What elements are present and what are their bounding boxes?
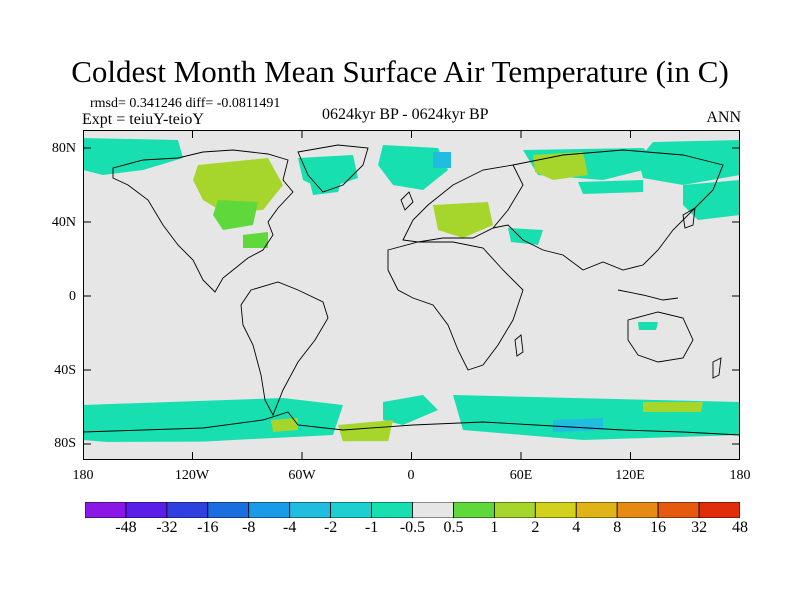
- colorbar-swatch: [412, 502, 454, 518]
- arctic-cyan-west: [83, 138, 183, 175]
- russia-green: [533, 152, 588, 180]
- lat-label-80n: 80N: [51, 141, 76, 156]
- world-map: [83, 130, 740, 460]
- colorbar-label: 32: [691, 519, 708, 536]
- lat-label-80s: 80S: [54, 436, 76, 451]
- colorbar-label: -4: [283, 519, 297, 536]
- colorbar-label: 2: [531, 519, 540, 536]
- arctic-cyan-east: [638, 140, 740, 185]
- japan-coast: [682, 207, 696, 229]
- europe-coast: [402, 164, 524, 243]
- asia-coast: [492, 149, 724, 271]
- antarctic-cyan-mid: [383, 395, 438, 425]
- indonesia-coast: [617, 289, 679, 301]
- experiment-label: Expt = teiuY-teioY: [82, 111, 204, 128]
- colorbar-label: 4: [572, 519, 581, 536]
- antarctic-lime-band: [83, 440, 740, 460]
- colorbar-label: 1: [490, 519, 499, 536]
- colorbar-swatch: [575, 502, 618, 518]
- colorbar-swatch: [248, 502, 291, 518]
- colorbar-label: -32: [156, 519, 178, 536]
- greenland-coast: [297, 144, 369, 193]
- colorbar-label: -48: [115, 519, 137, 536]
- colorbar-swatch: [698, 502, 740, 518]
- lon-label-120e: 120E: [615, 468, 645, 483]
- lon-label-60w: 60W: [288, 468, 316, 483]
- lat-label-40s: 40S: [54, 363, 76, 378]
- lon-label-180w: 180: [72, 468, 94, 483]
- colorbar-label: -16: [197, 519, 219, 536]
- colorbar-label: -1: [364, 519, 379, 536]
- colorbar-swatch: [166, 502, 209, 518]
- colorbar-swatch: [453, 502, 495, 518]
- canada-lime: [213, 200, 258, 230]
- canada-green: [193, 158, 283, 212]
- north-america-coast: [112, 149, 294, 293]
- pacific-cyan: [308, 175, 343, 195]
- australia-cyan: [638, 322, 658, 330]
- colorbar-label: -0.5: [399, 519, 426, 536]
- colorbar-swatch: [330, 502, 372, 518]
- antarctic-teal-patch: [553, 418, 603, 432]
- asia-cyan-band: [578, 180, 643, 194]
- colorbar: [85, 502, 740, 518]
- anomaly-shading: [83, 138, 740, 460]
- antarctic-cyan-west: [83, 398, 343, 445]
- stats-text: rmsd= 0.341246 diff= -0.0811491: [90, 96, 281, 111]
- lat-label-0: 0: [69, 289, 76, 304]
- asia-cyan-band-2: [683, 180, 740, 220]
- colorbar-label: 16: [650, 519, 667, 536]
- australia-coast: [627, 311, 694, 363]
- colorbar-swatch: [371, 502, 413, 518]
- map-ticks: [83, 130, 740, 460]
- coastlines: [83, 144, 740, 436]
- antarctica-coast: [83, 411, 740, 436]
- colorbar-label: 0.5: [443, 519, 464, 536]
- colorbar-swatch: [289, 502, 332, 518]
- season-label: ANN: [706, 109, 741, 126]
- madagascar-coast: [514, 334, 524, 357]
- africa-coast: [387, 241, 524, 371]
- colorbar-label: -2: [323, 519, 338, 536]
- colorbar-swatch: [207, 502, 250, 518]
- antarctic-green-3: [643, 402, 703, 412]
- mideast-cyan: [508, 228, 543, 245]
- lon-label-180e: 180: [729, 468, 751, 483]
- north-atlantic-teal: [433, 152, 451, 168]
- colorbar-swatch: [616, 502, 659, 518]
- us-east-lime: [243, 232, 268, 248]
- south-america-coast: [240, 281, 329, 417]
- lon-label-60e: 60E: [509, 468, 533, 483]
- lon-label-120w: 120W: [174, 468, 210, 483]
- colorbar-label: 48: [732, 519, 748, 536]
- colorbar-label: -8: [242, 519, 256, 536]
- new-zealand-coast: [712, 357, 722, 379]
- period-label: 0624kyr BP - 0624kyr BP: [322, 106, 489, 123]
- colorbar-swatch: [125, 502, 168, 518]
- europe-cyan: [378, 145, 448, 190]
- uk-coast: [400, 191, 414, 211]
- colorbar-swatch: [85, 502, 127, 518]
- lon-label-0: 0: [407, 468, 415, 483]
- lat-label-40n: 40N: [51, 215, 76, 230]
- colorbar-label: 8: [613, 519, 622, 536]
- map-title: Coldest Month Mean Surface Air Temperatu…: [71, 54, 729, 89]
- colorbar-swatch: [534, 502, 577, 518]
- europe-green: [433, 202, 493, 238]
- antarctic-green-1: [271, 418, 298, 432]
- colorbar-swatch: [657, 502, 700, 518]
- antarctic-green-2: [338, 420, 393, 442]
- colorbar-swatch: [493, 502, 536, 518]
